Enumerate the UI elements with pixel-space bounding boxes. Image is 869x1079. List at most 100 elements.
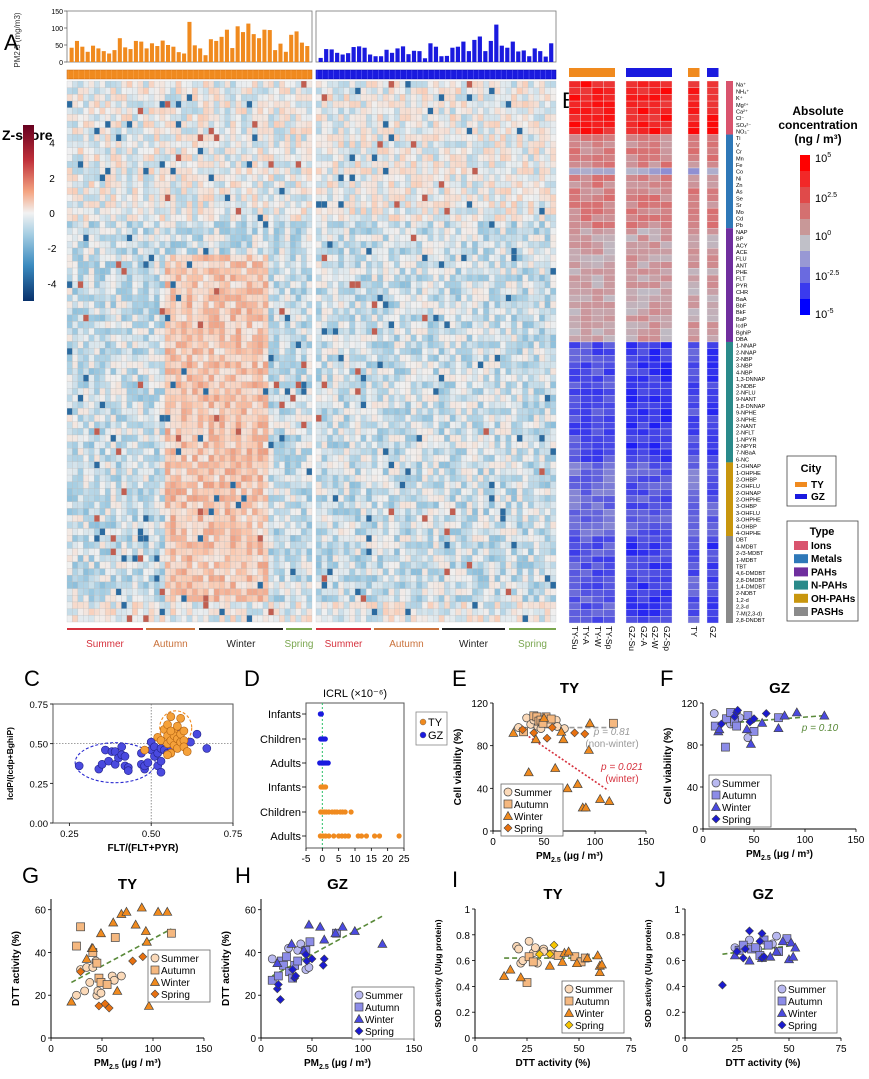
heatmap-cell [88, 194, 95, 202]
heatmap-cell [246, 441, 253, 449]
heatmap-cell [143, 521, 149, 529]
heatmap-cell [153, 588, 160, 596]
heatmap-cell [99, 535, 106, 542]
heatmap-cell [455, 241, 462, 249]
heatmap-cell [279, 515, 285, 522]
heatmap-cell [394, 114, 400, 122]
heatmap-cell [153, 120, 160, 128]
heatmap-cell [186, 321, 193, 329]
heatmap-cell [257, 468, 264, 476]
heatmap-cell [66, 441, 73, 449]
heatmap-cell [241, 441, 247, 449]
heatmap-cell [224, 555, 231, 563]
heatmap-cell [360, 194, 367, 202]
heatmap-cell [132, 221, 138, 229]
heatmap-cell [460, 207, 467, 215]
heatmap-cell [388, 247, 395, 255]
heatmap-cell [88, 354, 95, 362]
heatmap-cell [315, 161, 322, 168]
heatmap-cell [251, 80, 258, 88]
heatmap-cell [268, 541, 275, 549]
heatmap-cell [273, 361, 280, 369]
heatmap-cell [511, 134, 518, 142]
heatmap-cell [295, 508, 302, 516]
heatmap-cell [192, 474, 198, 482]
heatmap-cell [202, 221, 209, 229]
heatmap-cell [175, 481, 182, 489]
heatmap-cell [483, 227, 490, 235]
heatmap-cell [126, 428, 133, 436]
heatmap-cell [262, 167, 269, 175]
heatmap-cell [279, 608, 285, 616]
heatmap-cell [192, 461, 198, 469]
heatmap-cell [137, 167, 144, 175]
heatmap-cell [505, 221, 512, 229]
heatmap-cell [235, 94, 242, 102]
heatmap-cell [399, 94, 406, 102]
heatmap-cell [94, 421, 100, 429]
heatmap-cell [306, 114, 313, 122]
heatmap-cell [132, 481, 138, 489]
heatmap-cell [72, 134, 79, 142]
heatmap-cell [88, 174, 95, 182]
heatmap-cell [132, 294, 138, 302]
heatmap-cell [449, 227, 456, 235]
heatmap-cell [300, 301, 307, 309]
heatmap-cell [300, 555, 307, 563]
heatmap-cell [132, 454, 138, 462]
heatmap-cell [83, 261, 89, 269]
heatmap-cell [284, 461, 291, 469]
heatmap-cell [321, 140, 328, 148]
heatmap-cell [170, 401, 177, 409]
heatmap-cell [88, 167, 95, 175]
heatmap-cell [230, 161, 236, 168]
heatmap-cell [360, 87, 367, 95]
heatmap-cell [148, 247, 155, 255]
heatmap-cell [121, 421, 128, 429]
heatmap-cell [500, 187, 506, 195]
heatmap-cell [268, 227, 275, 235]
heatmap-cell [219, 361, 226, 369]
heatmap-cell [153, 541, 160, 549]
heatmap-cell [539, 134, 545, 142]
heatmap-cell [488, 80, 495, 88]
heatmap-cell [349, 247, 356, 255]
heatmap-cell [295, 601, 302, 609]
heatmap-cell [94, 461, 100, 469]
heatmap-cell [94, 281, 100, 289]
heatmap-cell [505, 254, 512, 262]
heatmap-cell [354, 247, 361, 255]
heatmap-cell [295, 354, 302, 362]
heatmap-cell [186, 314, 193, 322]
heatmap-cell [279, 528, 285, 536]
heatmap-cell [115, 274, 122, 282]
heatmap-cell [505, 194, 512, 202]
heatmap-cell [104, 388, 111, 396]
heatmap-cell [257, 181, 264, 188]
heatmap-cell [137, 588, 144, 596]
heatmap-cell [99, 454, 106, 462]
heatmap-cell [137, 474, 144, 482]
heatmap-cell [444, 207, 451, 215]
heatmap-cell [186, 568, 193, 576]
heatmap-cell [262, 381, 269, 389]
heatmap-cell [186, 161, 193, 168]
heatmap-cell [175, 267, 182, 275]
heatmap-cell [257, 561, 264, 569]
heatmap-cell [371, 94, 378, 102]
heatmap-cell [488, 154, 495, 162]
heatmap-cell [306, 214, 313, 222]
heatmap-cell [153, 448, 160, 456]
heatmap-cell [230, 421, 236, 429]
heatmap-cell [399, 107, 406, 115]
heatmap-cell [338, 181, 345, 188]
heatmap-cell [472, 134, 478, 142]
heatmap-cell [115, 501, 122, 509]
heatmap-cell [219, 541, 226, 549]
heatmap-cell [273, 581, 280, 589]
heatmap-cell [83, 140, 89, 148]
heatmap-cell [444, 100, 451, 108]
heatmap-cell [230, 214, 236, 222]
heatmap-cell [170, 341, 177, 349]
heatmap-cell [137, 221, 144, 229]
